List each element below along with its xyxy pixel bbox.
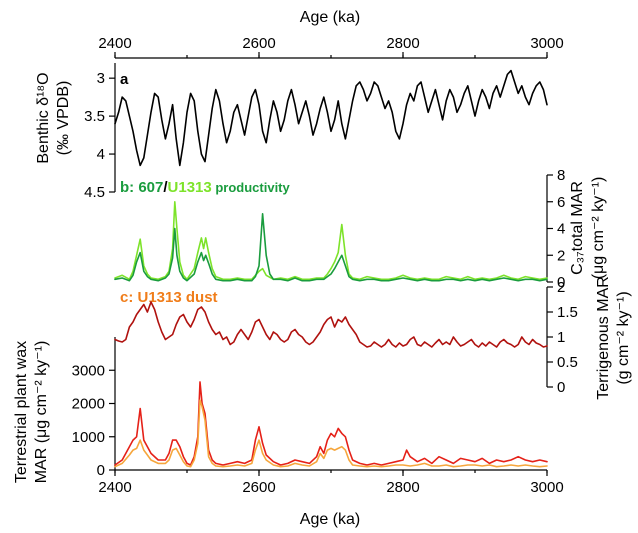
panel-a-ylabel-line2: (‰ VPDB) <box>55 81 72 156</box>
bottom-x-tick-label: 2400 <box>98 479 131 496</box>
bottom-x-axis: 2400 2600 2800 3000 <box>98 469 564 496</box>
panel-a-y-tick-label: 3.5 <box>84 108 105 125</box>
panel-c-left-ylabel-line1: Terrestrial plant wax <box>13 341 30 483</box>
top-x-tick-label: 3000 <box>530 35 563 52</box>
panel-a-y-tick-label: 4 <box>97 146 105 163</box>
panel-c-right-y-tick-label: 2 <box>557 279 565 296</box>
panel-c-right-y-tick-label: 1 <box>557 329 565 346</box>
panel-b-y-tick-label: 4 <box>557 221 565 238</box>
panel-a: a Benthic δ¹⁸O (‰ VPDB) 3 3.5 4 4.5 <box>35 63 548 201</box>
panel-b-title-slash: / <box>163 179 168 196</box>
panel-b-y-tick-label: 2 <box>557 247 565 264</box>
panel-c-left-ylabel-line2: MAR (μg cm⁻² ky⁻¹) <box>33 341 50 484</box>
panel-b-ylabel-line1: C₃₇total MAR <box>569 181 586 275</box>
bottom-x-tick-label: 2600 <box>242 479 275 496</box>
panel-c-right-ylabel-line1: Terrigenous MAR <box>595 276 612 400</box>
panel-c-wax-orange-series <box>114 399 548 468</box>
panel-b-title-prefix: b: <box>120 179 138 196</box>
panel-a-y-tick-label: 3 <box>97 70 105 87</box>
bottom-x-axis-title: Age (ka) <box>300 511 360 528</box>
panel-c-right-y-tick-label: 0 <box>557 379 565 396</box>
panel-b-ylabel-line2: (μg cm⁻² ky⁻¹) <box>590 177 607 280</box>
panel-c-wax-red-series <box>114 381 548 466</box>
panel-c-title: c: U1313 dust <box>120 289 218 306</box>
panel-b-u1313-series <box>114 201 548 281</box>
panel-c: c: U1313 dust Terrestrial plant wax MAR … <box>13 276 632 483</box>
panel-b-607-series <box>114 213 548 282</box>
top-x-tick-label: 2800 <box>386 35 419 52</box>
panel-a-y-tick-label: 4.5 <box>84 184 105 201</box>
panel-b-title-u1313: U1313 <box>168 179 212 196</box>
panel-b-title-607: 607 <box>138 179 163 196</box>
bottom-x-tick-label: 2800 <box>386 479 419 496</box>
panel-b-y-tick-label: 0 <box>557 274 565 291</box>
panel-c-right-y-tick-label: 1.5 <box>557 304 578 321</box>
top-x-axis-title: Age (ka) <box>300 9 360 26</box>
panel-c-left-y-tick-label: 3000 <box>72 362 105 379</box>
top-x-axis: 2400 2600 2800 3000 <box>98 35 564 59</box>
panel-b: b: 607/U1313 productivity C₃₇total MAR (… <box>114 167 607 291</box>
panel-b-y-tick-label: 8 <box>557 167 565 184</box>
panel-c-left-y-tick-label: 0 <box>97 462 105 479</box>
bottom-x-tick-label: 3000 <box>530 479 563 496</box>
panel-c-left-y-tick-label: 2000 <box>72 396 105 413</box>
panel-c-right-ylabel-line2: (g cm⁻² ky⁻¹) <box>615 291 632 384</box>
panel-c-left-y-tick-label: 1000 <box>72 429 105 446</box>
top-x-tick-label: 2400 <box>98 35 131 52</box>
panel-a-label: a <box>120 71 129 88</box>
panel-b-y-tick-label: 6 <box>557 194 565 211</box>
panel-b-title: b: 607/U1313 productivity <box>120 179 291 196</box>
panel-c-terrigenous-series <box>114 301 548 348</box>
panel-b-title-suffix: productivity <box>212 180 291 195</box>
panel-c-right-y-tick-label: 0.5 <box>557 354 578 371</box>
panel-a-ylabel-line1: Benthic δ¹⁸O <box>35 72 52 163</box>
top-x-tick-label: 2600 <box>242 35 275 52</box>
panel-a-d18o-series <box>114 69 548 167</box>
